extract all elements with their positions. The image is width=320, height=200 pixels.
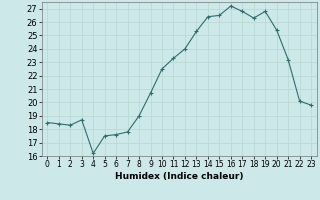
- X-axis label: Humidex (Indice chaleur): Humidex (Indice chaleur): [115, 172, 244, 181]
